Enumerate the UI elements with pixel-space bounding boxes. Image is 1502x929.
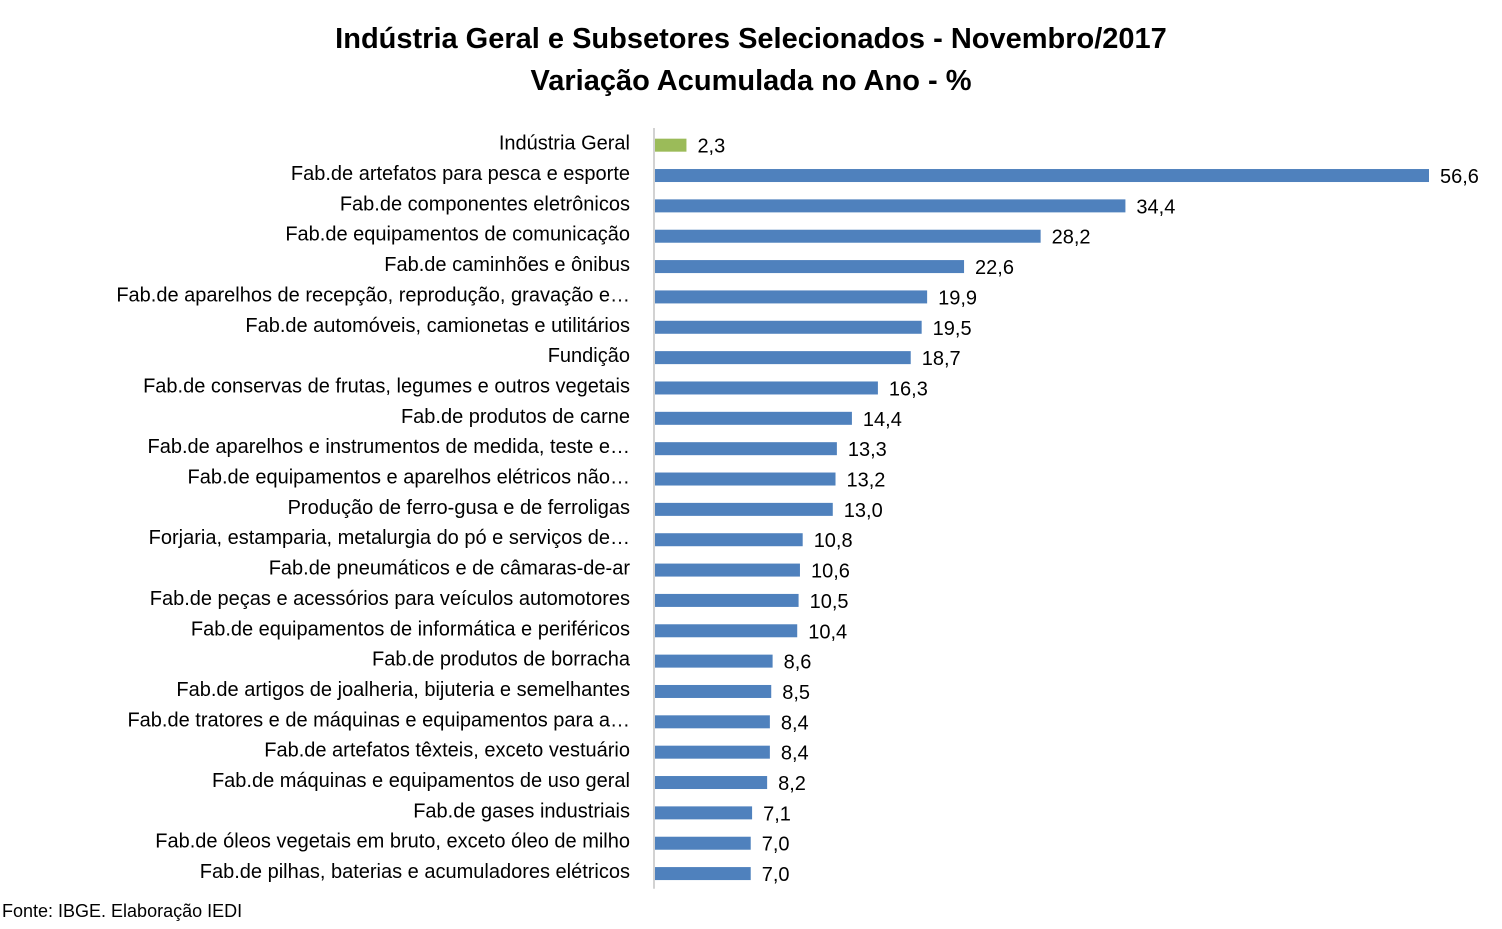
category-label: Fab.de artefatos para pesca e esporte [291, 163, 630, 185]
data-label: 18,7 [922, 348, 961, 370]
category-label: Fab.de equipamentos de informática e per… [191, 618, 630, 640]
bar [655, 169, 1429, 183]
data-label: 13,2 [847, 470, 886, 492]
category-label: Fab.de pneumáticos e de câmaras-de-ar [269, 558, 631, 580]
category-label: Fab.de gases industriais [413, 800, 630, 822]
chart-title-block: Indústria Geral e Subsetores Selecionado… [0, 18, 1502, 102]
category-label: Fab.de artigos de joalheria, bijuteria e… [176, 679, 630, 701]
category-label: Produção de ferro-gusa e de ferroligas [288, 497, 630, 519]
category-label: Fab.de máquinas e equipamentos de uso ge… [212, 770, 630, 792]
data-label: 34,4 [1136, 196, 1175, 218]
data-label: 10,4 [808, 621, 847, 643]
data-label: 22,6 [975, 257, 1014, 279]
bar [655, 867, 751, 881]
category-label: Indústria Geral [499, 133, 630, 155]
bar [655, 715, 770, 729]
data-label: 56,6 [1440, 166, 1479, 188]
bar [655, 593, 799, 607]
data-label: 7,0 [762, 864, 790, 886]
data-label: 8,4 [781, 743, 809, 765]
data-label: 19,9 [938, 287, 977, 309]
bar [655, 260, 965, 274]
category-label: Fab.de equipamentos e aparelhos elétrico… [188, 467, 631, 489]
bar [655, 290, 928, 304]
category-label: Fundição [548, 345, 630, 367]
data-label: 10,6 [811, 561, 850, 583]
bar [655, 654, 773, 668]
category-label: Fab.de tratores e de máquinas e equipame… [127, 709, 630, 731]
bar [655, 472, 836, 486]
data-label: 13,0 [844, 500, 883, 522]
bar [655, 502, 833, 516]
bar [655, 381, 878, 395]
source-note: Fonte: IBGE. Elaboração IEDI [2, 901, 243, 921]
data-label: 10,8 [814, 530, 853, 552]
bar [655, 806, 753, 820]
data-label: 7,1 [763, 803, 791, 825]
category-label: Fab.de produtos de borracha [372, 649, 631, 671]
bar [655, 199, 1126, 213]
data-label: 10,5 [810, 591, 849, 613]
bar [655, 351, 911, 365]
category-label: Fab.de conservas de frutas, legumes e ou… [143, 375, 630, 397]
data-label: 28,2 [1052, 227, 1091, 249]
data-label: 8,2 [778, 773, 806, 795]
category-label: Fab.de componentes eletrônicos [340, 193, 630, 215]
bar [655, 563, 800, 577]
data-label: 8,5 [782, 682, 810, 704]
chart-subtitle: Variação Acumulada no Ano - % [530, 65, 972, 97]
bar [655, 442, 837, 456]
category-label: Fab.de produtos de carne [401, 406, 630, 428]
category-label: Fab.de aparelhos de recepção, reprodução… [116, 284, 630, 306]
category-label: Fab.de pilhas, baterias e acumuladores e… [200, 861, 630, 883]
data-label: 14,4 [863, 409, 902, 431]
data-label: 8,6 [784, 652, 812, 674]
bar [655, 229, 1041, 243]
bar [655, 776, 768, 790]
bar [655, 411, 852, 425]
category-label: Fab.de peças e acessórios para veículos … [150, 588, 630, 610]
bar [655, 138, 687, 152]
data-label: 2,3 [697, 136, 725, 158]
category-label: Fab.de óleos vegetais em bruto, exceto ó… [155, 831, 630, 853]
category-label: Fab.de equipamentos de comunicação [285, 224, 630, 246]
category-label: Fab.de artefatos têxteis, exceto vestuár… [264, 740, 630, 762]
category-label: Fab.de automóveis, camionetas e utilitár… [245, 315, 630, 337]
chart-title: Indústria Geral e Subsetores Selecionado… [335, 23, 1167, 55]
data-label: 19,5 [933, 318, 972, 340]
bar [655, 836, 751, 850]
category-label: Fab.de caminhões e ônibus [384, 254, 630, 276]
category-label: Fab.de aparelhos e instrumentos de medid… [148, 436, 631, 458]
data-label: 13,3 [848, 439, 887, 461]
data-label: 7,0 [762, 834, 790, 856]
bar [655, 320, 922, 334]
bar [655, 533, 803, 547]
data-label: 8,4 [781, 712, 809, 734]
bar [655, 624, 798, 638]
category-label: Forjaria, estamparia, metalurgia do pó e… [149, 527, 630, 549]
data-label: 16,3 [889, 378, 928, 400]
bar [655, 745, 770, 759]
bar [655, 684, 772, 698]
